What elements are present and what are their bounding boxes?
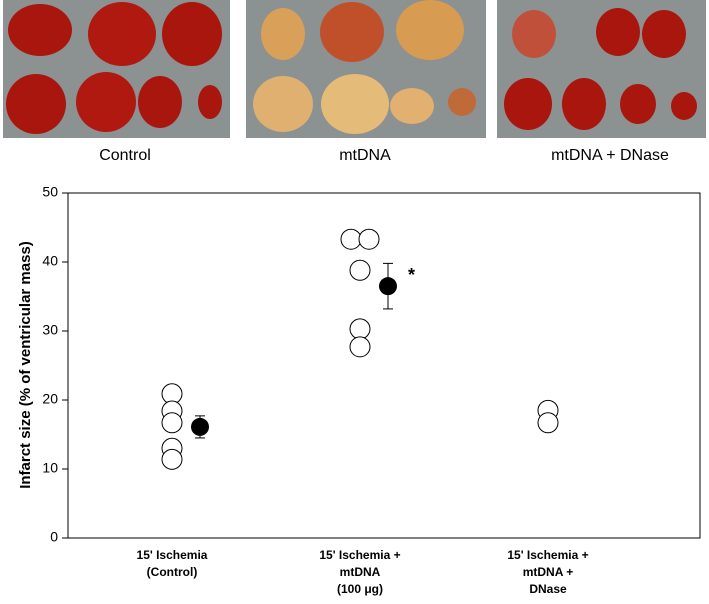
x-tick-label-line: DNase — [529, 582, 567, 596]
data-point — [537, 412, 559, 434]
data-point — [349, 318, 371, 340]
plot-frame — [67, 192, 701, 539]
photo-caption: mtDNA + DNase — [551, 147, 669, 164]
y-tick-label: 40 — [42, 253, 58, 269]
y-tick-label: 10 — [42, 460, 58, 476]
x-tick-label-line: 15' Ischemia + — [319, 548, 400, 562]
data-point — [349, 336, 371, 358]
photos — [3, 0, 706, 138]
y-axis-label: Infarct size (% of ventricular mass) — [17, 241, 34, 489]
annotation: * — [408, 265, 415, 285]
mean-point — [379, 277, 397, 296]
y-tick-label: 30 — [42, 322, 58, 338]
x-tick-label-line: mtDNA + — [523, 565, 574, 579]
data-point — [358, 228, 380, 250]
x-tick-label-line: (100 μg) — [337, 582, 383, 596]
x-tick-label-line: 15' Ischemia + — [507, 548, 588, 562]
photo-caption: Control — [99, 147, 151, 164]
y-tick-label: 0 — [50, 529, 58, 545]
data-point — [340, 228, 362, 250]
mean-point — [191, 417, 209, 436]
data-point — [161, 448, 183, 470]
x-tick-label-line: mtDNA — [340, 565, 381, 579]
data-point — [349, 259, 371, 281]
y-tick-label: 50 — [42, 184, 58, 200]
x-tick-label-line: 15' Ischemia — [137, 548, 208, 562]
photo-caption: mtDNA — [339, 147, 391, 164]
y-tick-label: 20 — [42, 391, 58, 407]
x-tick-label: 15' Ischemia + mtDNA + DNase — [507, 548, 588, 596]
x-tick-label: 15' Ischemia + mtDNA (100 μg) — [319, 548, 400, 596]
x-tick-label: 15' Ischemia (Control) — [137, 548, 208, 579]
x-tick-label-line: (Control) — [147, 565, 198, 579]
data-point — [161, 412, 183, 434]
